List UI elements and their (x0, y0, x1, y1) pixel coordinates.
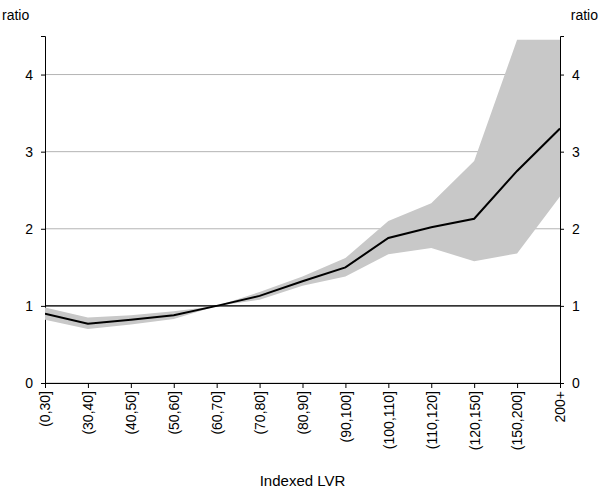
x-axis-title: Indexed LVR (260, 472, 346, 489)
x-tick: (110,120] (424, 383, 440, 449)
y-axis-tick-label: 0 (25, 375, 33, 391)
x-tick: 200+ (552, 383, 568, 423)
x-tick: (40,50] (123, 383, 139, 435)
y2-axis-tick-mark (560, 75, 564, 76)
y-axis-tick-mark (41, 306, 45, 307)
y2-axis-tick: 3 (560, 144, 580, 160)
y-axis-title: ratio (2, 7, 29, 23)
y-axis-tick-label: 4 (25, 67, 33, 83)
x-axis-line (46, 384, 561, 389)
x-tick-mark (131, 383, 132, 388)
x-tick-mark (303, 383, 304, 388)
y2-axis-tick-mark (560, 383, 564, 384)
y-axis: 0 1 2 3 4 (25, 37, 45, 391)
data-group (45, 40, 560, 329)
x-tick-label: (50,60] (166, 391, 182, 435)
x-tick: (50,60] (166, 383, 182, 435)
plot: (0,30] (30,40] (40,50] (50,60] (60,70] (70,80… (25, 37, 580, 451)
x-tick-mark (431, 383, 432, 388)
y-axis-tick-label: 2 (25, 221, 33, 237)
y-axis-line (41, 37, 46, 384)
x-tick-label: (80,90] (295, 391, 311, 435)
x-tick-label: (0,30] (37, 391, 53, 427)
x-tick-mark (217, 383, 218, 388)
y-axis-tick: 0 (25, 375, 45, 391)
x-tick: (0,30] (37, 383, 53, 427)
x-tick: (150,200] (509, 383, 525, 450)
y2-axis-tick-label: 2 (572, 221, 580, 237)
y2-axis-tick-mark (560, 152, 564, 153)
x-axis: (0,30] (30,40] (40,50] (50,60] (60,70] (70,80… (37, 383, 568, 450)
y2-axis-tick: 4 (560, 67, 580, 83)
confidence-band (45, 40, 560, 329)
data-inner (45, 40, 560, 329)
x-tick: (90,100] (338, 383, 354, 442)
x-tick-label: (110,120] (424, 391, 440, 449)
x-tick-mark (88, 383, 89, 388)
y2-axis-tick-mark (560, 306, 564, 307)
y-axis-tick: 4 (25, 67, 45, 83)
y2-axis-tick-label: 4 (572, 67, 580, 83)
y2-axis-tick: 2 (560, 221, 580, 237)
x-tick-label: (60,70] (209, 391, 225, 435)
x-tick: (70,80] (252, 383, 268, 435)
x-tick: (60,70] (209, 383, 225, 435)
x-tick-mark (174, 383, 175, 388)
x-tick-label: (40,50] (123, 391, 139, 435)
x-tick-label: (150,200] (509, 391, 525, 450)
y-axis-tick-label: 3 (25, 144, 33, 160)
y-axis-tick-mark (41, 75, 45, 76)
x-tick-label: (120,150] (467, 391, 483, 450)
x-tick-mark (260, 383, 261, 388)
chart: (0,30] (30,40] (40,50] (50,60] (60,70] (70,80… (0, 0, 600, 492)
grid-line (45, 305, 560, 306)
y2-axis-tick-label: 0 (572, 375, 580, 391)
y2-axis: 0 1 2 3 4 (560, 37, 580, 391)
x-tick: (120,150] (467, 383, 483, 450)
y-axis-tick: 1 (25, 298, 45, 314)
y-axis-tick-mark (41, 152, 45, 153)
x-tick-mark (474, 383, 475, 388)
x-tick-mark (517, 383, 518, 388)
y-axis-tick-mark (41, 383, 45, 384)
x-tick-mark (345, 383, 346, 388)
x-tick-label: (100,110] (381, 391, 397, 449)
y2-axis-line (561, 37, 565, 384)
x-tick-label: (70,80] (252, 391, 268, 435)
y-axis-tick: 3 (25, 144, 45, 160)
y2-axis-tick: 1 (560, 298, 580, 314)
grid-line (45, 74, 560, 75)
x-tick: (30,40] (80, 383, 96, 435)
y2-axis-title: ratio (571, 7, 598, 23)
y2-axis-tick-mark (560, 229, 564, 230)
x-tick-mark (388, 383, 389, 388)
y-axis-tick-label: 1 (25, 298, 33, 314)
reference-line (45, 305, 560, 306)
y2-axis-tick-label: 3 (572, 144, 580, 160)
y2-axis-tick-label: 1 (572, 298, 580, 314)
y-axis-tick: 2 (25, 221, 45, 237)
x-tick: (100,110] (381, 383, 397, 449)
line (45, 129, 560, 324)
x-tick: (80,90] (295, 383, 311, 435)
x-tick-label: (90,100] (338, 391, 354, 442)
x-tick-label: 200+ (552, 391, 568, 423)
y-axis-tick-mark (41, 229, 45, 230)
x-tick-label: (30,40] (80, 391, 96, 435)
y2-axis-tick: 0 (560, 375, 580, 391)
